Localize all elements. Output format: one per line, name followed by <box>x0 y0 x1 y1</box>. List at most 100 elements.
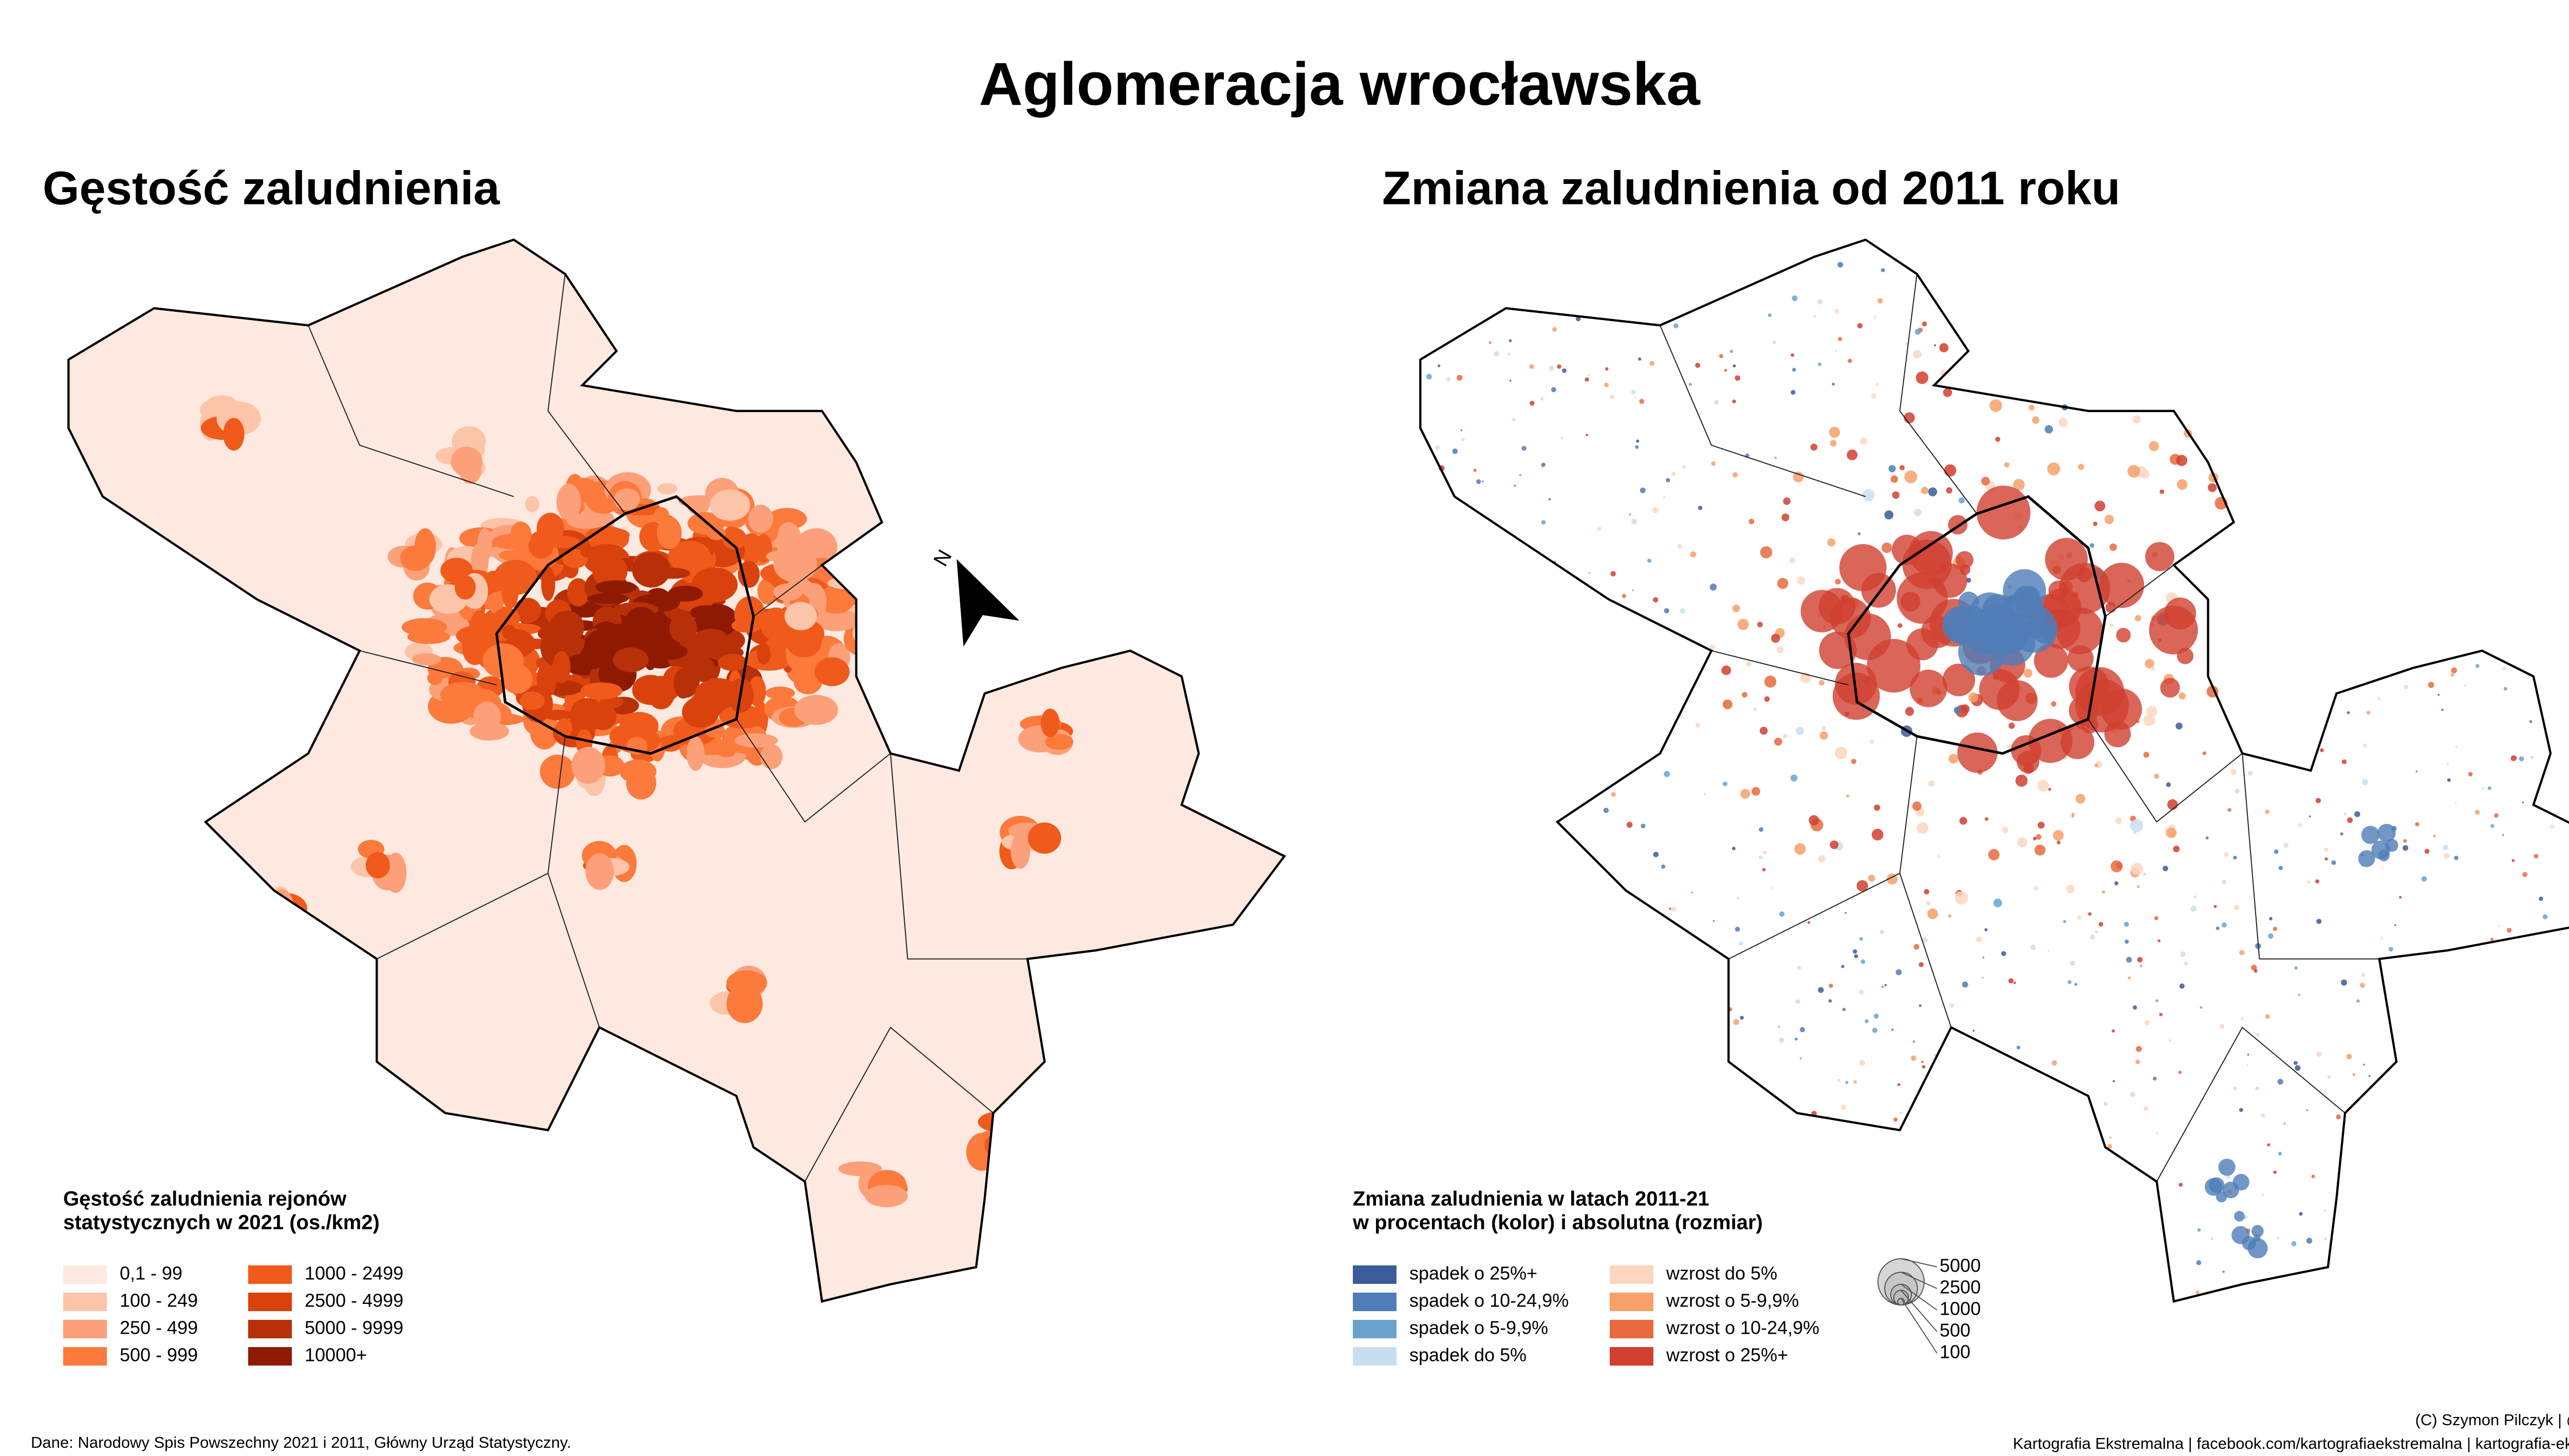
change-dot <box>1834 309 1839 314</box>
change-dot <box>2098 922 2103 927</box>
boundary <box>1660 325 1866 497</box>
legend-title: w procentach (kolor) i absolutna (rozmia… <box>1352 1211 1763 1234</box>
change-dot <box>1695 723 1701 728</box>
density-area <box>814 657 850 686</box>
change-dot <box>2247 770 2253 776</box>
density-area <box>401 618 447 637</box>
boundary <box>736 719 891 823</box>
change-dot <box>2114 881 2118 886</box>
boundary <box>1711 650 1849 686</box>
change-dot <box>2363 743 2367 748</box>
change-dot <box>1791 390 1796 395</box>
change-dot <box>2450 673 2454 677</box>
change-dot <box>2017 837 2027 848</box>
change-dot <box>2234 1210 2245 1222</box>
change-dot <box>1852 949 1857 954</box>
change-dot <box>1562 368 1567 373</box>
change-dot <box>2254 969 2258 973</box>
density-area <box>539 754 575 789</box>
change-dot <box>1851 759 1857 764</box>
change-dot <box>1552 327 1557 332</box>
change-dot <box>1586 434 1588 436</box>
change-dot <box>1962 981 1968 988</box>
change-dot <box>2053 830 2064 841</box>
city-boundary <box>495 495 755 755</box>
density-area <box>493 559 537 595</box>
density-area <box>619 712 659 740</box>
density-area <box>765 686 795 700</box>
change-dot <box>2306 1109 2309 1111</box>
change-dot <box>2136 1046 2142 1052</box>
density-area <box>717 654 748 671</box>
density-area <box>477 528 492 563</box>
density-area <box>1011 834 1030 869</box>
density-area <box>669 613 697 643</box>
change-dot <box>1939 343 1949 352</box>
change-dot <box>2220 1024 2225 1029</box>
change-dot <box>2446 762 2449 766</box>
change-dot <box>1721 665 1732 676</box>
change-dot <box>1653 597 1659 603</box>
change-dot <box>2437 694 2440 696</box>
change-dot <box>1690 551 1697 558</box>
change-dot <box>2346 1054 2352 1060</box>
change-dot <box>2016 1046 2020 1050</box>
density-area <box>613 647 649 673</box>
change-dot <box>2241 1017 2244 1020</box>
change-dot <box>2380 937 2383 940</box>
change-dot <box>1682 465 1686 469</box>
legend-label: spadek o 5-9,9% <box>1409 1317 1548 1338</box>
change-dot <box>2179 692 2186 700</box>
change-dot <box>1509 380 1512 382</box>
change-dot <box>1482 480 1484 482</box>
legend-label: 500 - 999 <box>120 1345 198 1366</box>
change-dot <box>1870 739 1874 744</box>
change-dot <box>2324 857 2328 861</box>
change-dot <box>2090 543 2094 548</box>
boundary <box>1899 736 1952 1028</box>
legend-label: 10000+ <box>305 1345 367 1366</box>
change-dot <box>1949 1003 1954 1008</box>
change-dot <box>1610 571 1616 577</box>
change-dot <box>2273 1170 2277 1174</box>
density-area <box>695 629 727 643</box>
change-dot <box>2132 415 2141 424</box>
change-dot <box>1859 1060 1866 1066</box>
change-dot <box>1946 487 1952 494</box>
outline <box>1419 238 2569 1303</box>
change-dot <box>1732 472 1738 478</box>
change-dot <box>2144 1106 2148 1111</box>
density-area <box>566 513 607 529</box>
change-dot <box>2112 1080 2115 1082</box>
change-dot <box>2145 659 2154 669</box>
boundary <box>1899 274 1978 514</box>
change-dot <box>2368 1075 2371 1077</box>
change-dot <box>1695 363 1701 368</box>
change-dot <box>2178 1070 2182 1074</box>
change-dot <box>2309 815 2311 817</box>
change-dot <box>1881 985 1885 988</box>
change-dot <box>1912 1040 1915 1043</box>
change-dot <box>1771 887 1773 889</box>
change-dot <box>1740 1016 1744 1020</box>
density-area <box>748 505 773 533</box>
change-dot <box>2265 809 2269 814</box>
change-dot <box>2010 735 2041 766</box>
change-dot <box>2356 999 2360 1003</box>
change-dot <box>2261 1113 2266 1118</box>
change-dot <box>2115 817 2122 824</box>
change-dot <box>2037 822 2045 829</box>
change-dot <box>1854 954 1858 959</box>
change-dot <box>2136 885 2140 888</box>
change-dot <box>1575 316 1581 322</box>
density-area <box>571 746 605 784</box>
change-dot <box>1724 368 1727 372</box>
change-dot <box>2109 1136 2112 1139</box>
change-dot <box>1514 484 1516 487</box>
change-dot <box>1837 262 1844 268</box>
change-dot <box>1853 1080 1857 1084</box>
change-dot <box>2169 1039 2172 1042</box>
change-dot <box>1632 589 1634 592</box>
